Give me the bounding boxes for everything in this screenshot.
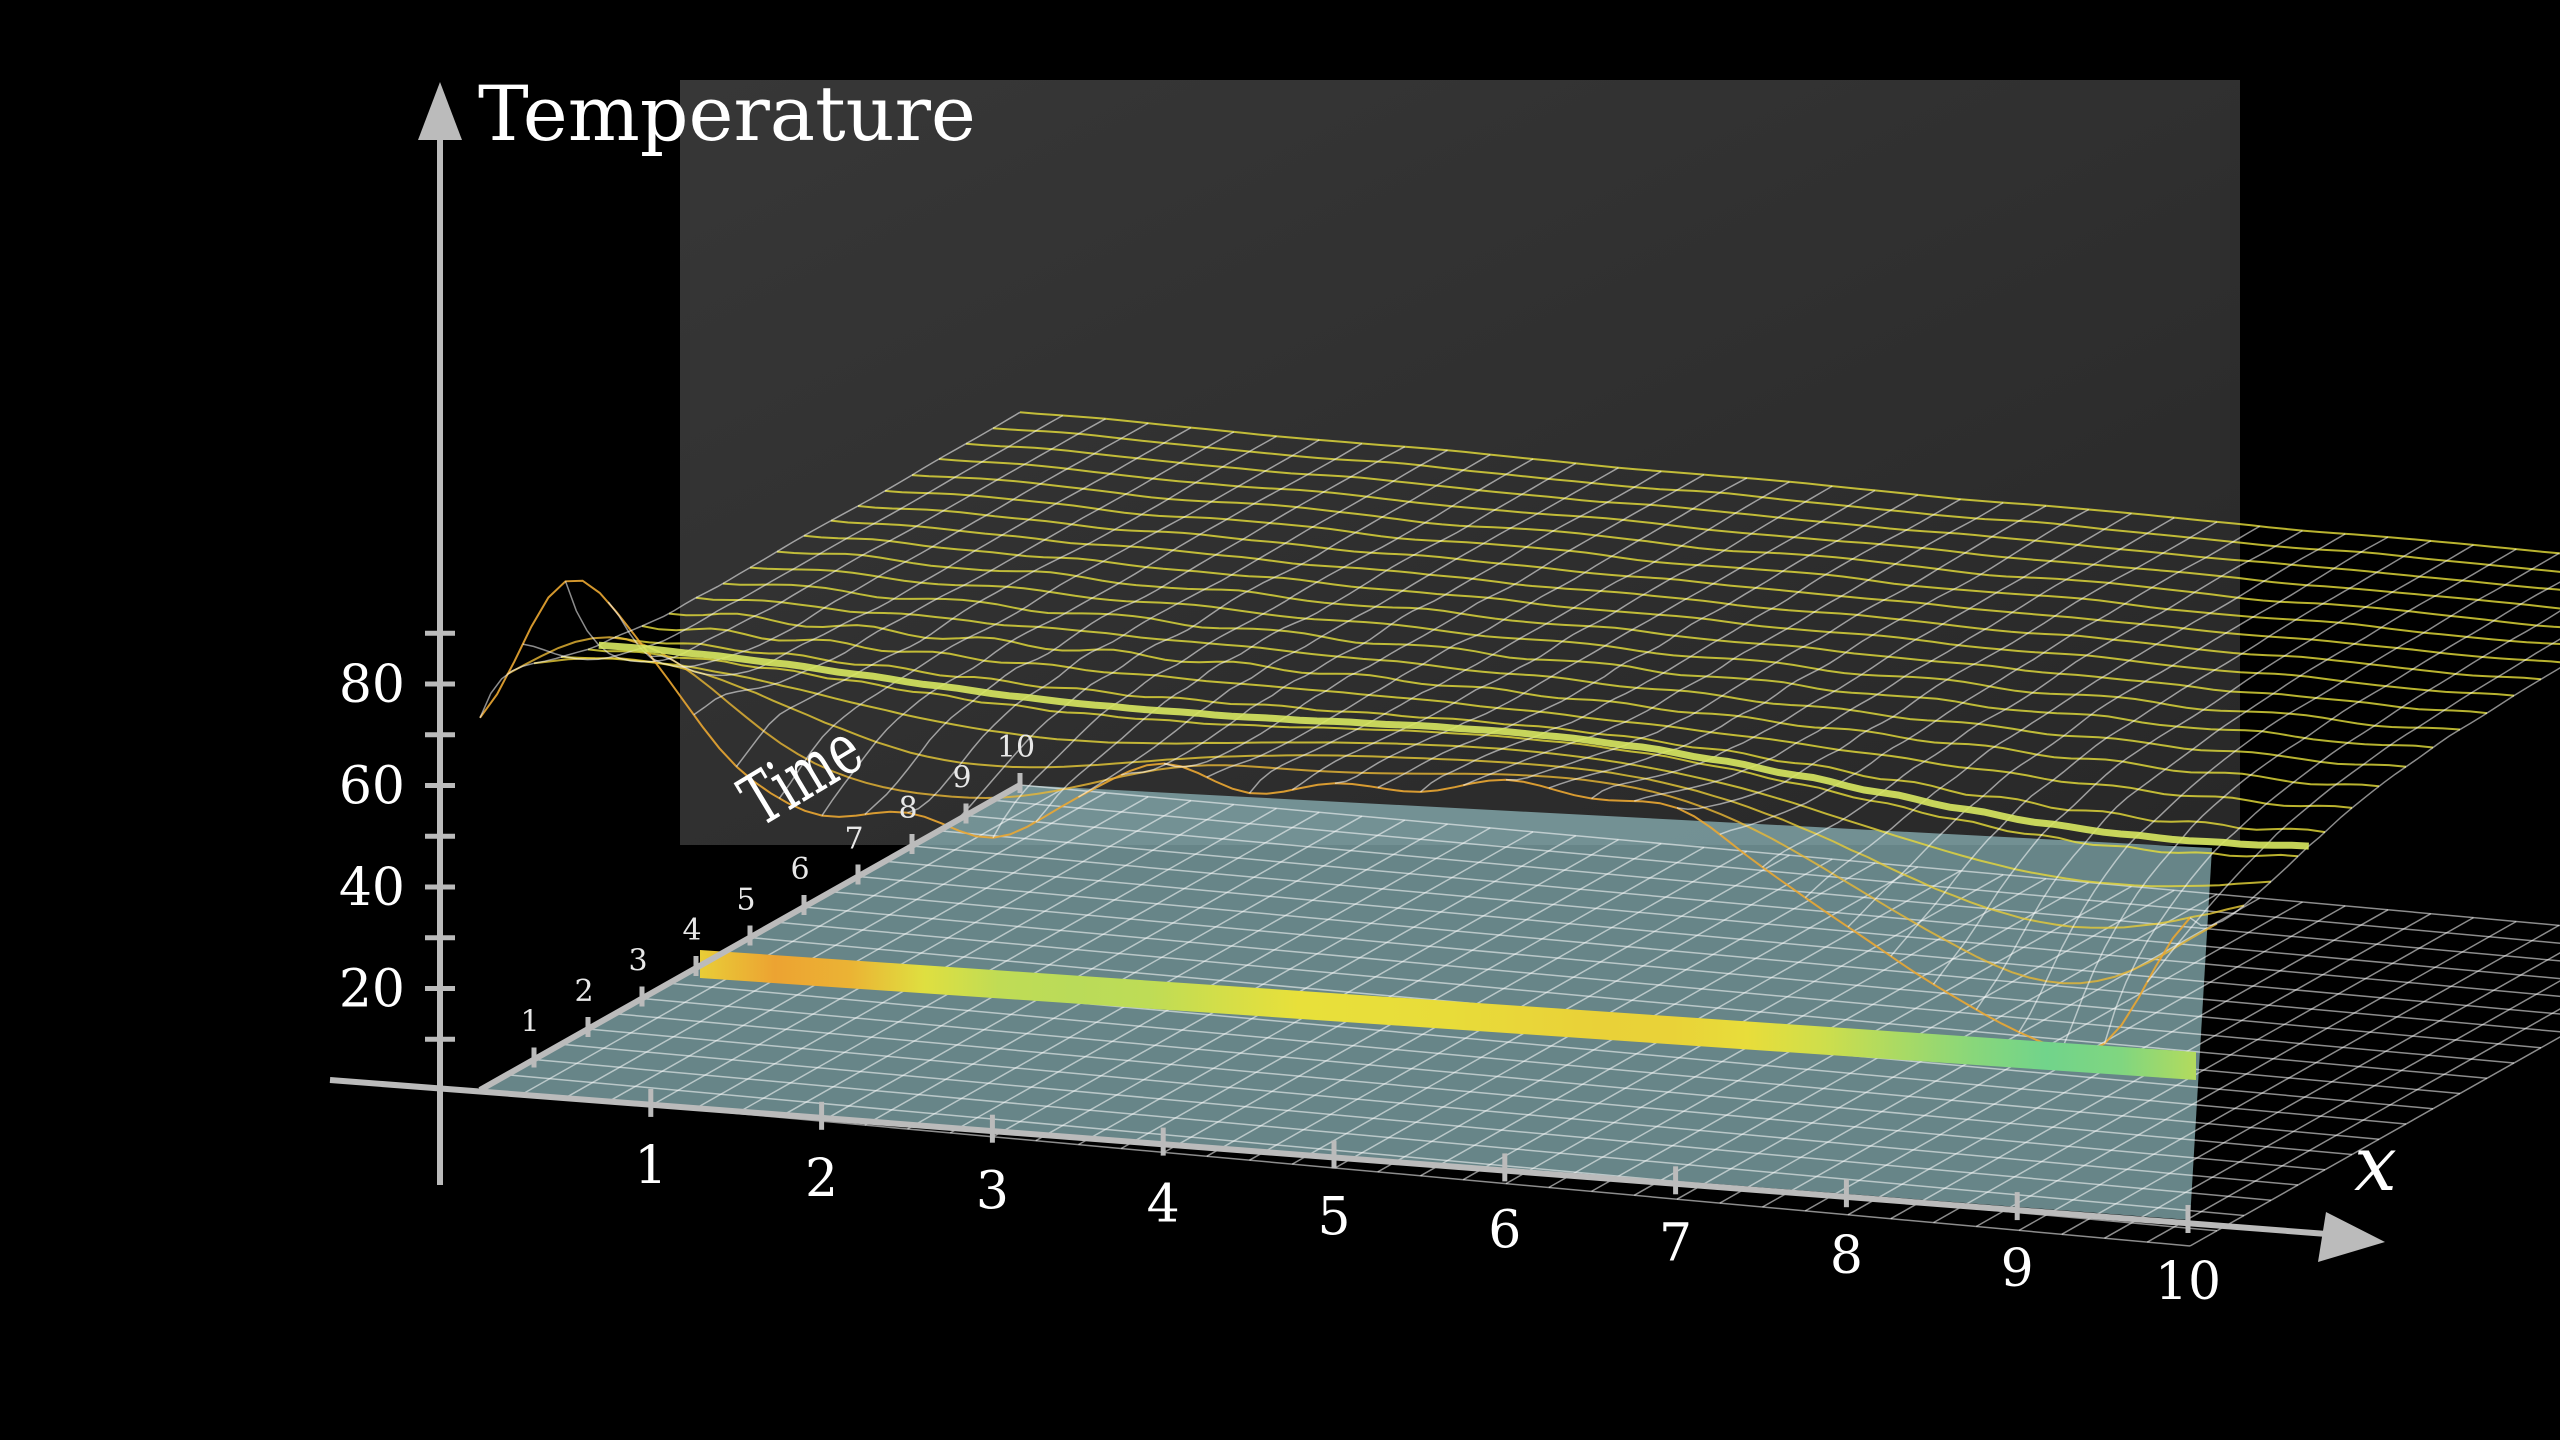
surface-x-curve — [1334, 489, 1876, 785]
surface-x-curve — [1548, 508, 2090, 789]
floor-grid-line — [992, 799, 2560, 944]
temperature-strip — [700, 950, 2196, 1080]
surface-x-curve — [564, 418, 1106, 663]
surface-x-curve — [2189, 667, 2560, 927]
floor-grid-line — [938, 830, 2560, 980]
surface-x-curve — [1505, 505, 2047, 781]
temperature-axis-label: Temperature — [478, 69, 976, 158]
temperature-axis-arrow — [418, 82, 462, 140]
surface-x-curve — [1035, 462, 1577, 823]
x-tick-label: 9 — [2001, 1239, 2034, 1299]
surface-x-curve — [1248, 481, 1790, 794]
floor-grid-line — [776, 921, 2488, 1079]
temperature-ticks: 20 40 60 80 — [339, 630, 455, 1042]
surface-x-curve — [1163, 473, 1705, 768]
x-tick-label: 5 — [1317, 1188, 1350, 1248]
temperature-surface — [479, 411, 2560, 1053]
floor-grid-line — [587, 1028, 2299, 1186]
surface-x-curve — [479, 411, 1021, 719]
surface-x-curve — [2146, 638, 2560, 983]
floor-grid-line — [830, 891, 2542, 1049]
time-tick-label: 3 — [628, 944, 647, 979]
surface-x-curve — [1291, 485, 1833, 791]
surface-x-curve — [1206, 477, 1748, 778]
x-tick-label: 6 — [1488, 1200, 1521, 1260]
surface-x-curve — [1377, 494, 1919, 789]
temperature-tick-label: 80 — [339, 655, 405, 715]
surface-x-curve — [2061, 581, 2560, 1050]
floor-grid-line — [911, 845, 2560, 998]
x-axis-arrow — [2318, 1212, 2385, 1262]
surface-x-curve — [1847, 536, 2389, 928]
surface-x-curve — [1932, 544, 2474, 985]
x-tick-label: 8 — [1830, 1226, 1863, 1286]
floor-grid-line — [1019, 784, 2560, 927]
surface-x-curve — [735, 435, 1277, 768]
surface-x-curve — [1975, 548, 2517, 1011]
floor-grid-line — [965, 814, 2560, 962]
time-tick-label: 8 — [898, 791, 917, 826]
time-tick-label: 2 — [574, 974, 593, 1009]
surface-x-curve — [607, 422, 1149, 668]
time-tick-label: 10 — [997, 730, 1035, 765]
floor-grid-line — [614, 1013, 2326, 1171]
surface-x-curve — [1078, 467, 1619, 798]
surface-x-curve — [1676, 521, 2218, 811]
x-tick-label: 10 — [2155, 1252, 2221, 1312]
surface-x-curve — [949, 453, 1491, 828]
floor-grid-line — [641, 997, 2353, 1156]
surface-x-curve — [1634, 517, 2175, 802]
surface-x-curve — [1890, 540, 2432, 957]
floor-grid-line — [803, 906, 2515, 1064]
surface-x-curve — [1804, 533, 2346, 899]
time-tick-label: 4 — [682, 913, 701, 948]
temperature-tick-label: 60 — [339, 757, 405, 817]
temperature-tick-label: 40 — [339, 858, 405, 918]
surface-x-curve — [778, 439, 1320, 799]
x-tick-label: 1 — [634, 1136, 667, 1196]
surface-x-curve — [522, 414, 1064, 661]
floor-grid-line — [668, 982, 2380, 1140]
surface-x-curve — [907, 449, 1448, 814]
surface-x-curve — [1420, 498, 1961, 793]
time-tick-label: 5 — [736, 883, 755, 918]
time-tick-label: 7 — [844, 822, 863, 857]
surface-x-curve — [2103, 610, 2560, 1044]
surface-x-curve — [992, 458, 1534, 839]
time-tick-label: 9 — [952, 761, 971, 796]
surface-x-curve — [1591, 512, 2132, 800]
time-tick-label: 1 — [520, 1005, 539, 1040]
floor-grid-line — [533, 1058, 2245, 1217]
x-tick-label: 3 — [976, 1162, 1009, 1222]
x-tick-label: 4 — [1147, 1175, 1180, 1235]
x-ticks: 1 2 3 4 5 6 7 8 9 10 — [634, 1088, 2221, 1312]
surface-x-curve — [1719, 525, 2261, 836]
floor-grid-line — [884, 860, 2560, 1015]
time-tick-label: 6 — [790, 852, 809, 887]
surface-x-curve — [821, 442, 1363, 817]
surface-x-curve — [1463, 501, 2004, 786]
surface-x-curve — [693, 431, 1235, 716]
surface-x-curve — [1762, 529, 2303, 868]
floor-grid-line — [560, 1043, 2272, 1201]
x-tick-label: 2 — [805, 1149, 838, 1209]
surface-x-curve — [650, 426, 1192, 677]
temperature-tick-label: 20 — [339, 960, 405, 1020]
floor-grid-line — [857, 875, 2560, 1033]
surface-x-curve — [864, 446, 1406, 815]
x-tick-label: 7 — [1659, 1213, 1692, 1273]
x-axis-label: x — [2354, 1119, 2397, 1208]
current-time-curve — [598, 641, 2309, 850]
surface-x-curve — [1121, 470, 1662, 776]
surface-x-curve — [2018, 552, 2560, 1033]
